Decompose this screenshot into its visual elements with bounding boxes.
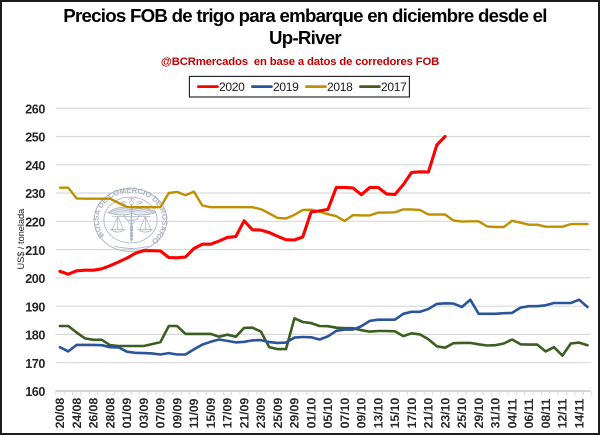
svg-text:05/10: 05/10 [321, 398, 335, 429]
svg-text:17/09: 17/09 [221, 398, 235, 429]
svg-text:250: 250 [25, 131, 45, 145]
svg-text:04/11: 04/11 [505, 398, 519, 428]
svg-text:06/11: 06/11 [522, 398, 536, 428]
svg-text:28/08: 28/08 [103, 398, 117, 429]
svg-text:US$ / tonelada: US$ / tonelada [16, 208, 26, 270]
svg-text:260: 260 [25, 102, 45, 116]
svg-text:240: 240 [25, 159, 45, 173]
svg-text:08/11: 08/11 [539, 398, 553, 428]
svg-text:11/09: 11/09 [187, 398, 201, 428]
svg-text:15/10: 15/10 [388, 398, 402, 429]
svg-text:21/10: 21/10 [422, 398, 436, 429]
svg-text:15/09: 15/09 [204, 398, 218, 429]
svg-text:200: 200 [25, 272, 45, 286]
svg-text:07/09: 07/09 [154, 398, 168, 429]
svg-text:23/10: 23/10 [438, 398, 452, 429]
svg-text:12/11: 12/11 [556, 398, 570, 428]
svg-text:210: 210 [25, 244, 45, 258]
svg-text:01/10: 01/10 [304, 398, 318, 429]
svg-text:26/08: 26/08 [87, 398, 101, 429]
svg-text:24/08: 24/08 [70, 398, 84, 429]
svg-text:170: 170 [25, 357, 45, 371]
svg-text:21/09: 21/09 [237, 398, 251, 429]
svg-text:230: 230 [25, 187, 45, 201]
svg-text:03/09: 03/09 [137, 398, 151, 429]
svg-text:20/08: 20/08 [53, 398, 67, 429]
svg-text:25/10: 25/10 [455, 398, 469, 429]
svg-text:2018: 2018 [327, 80, 353, 94]
svg-text:07/10: 07/10 [338, 398, 352, 429]
svg-text:31/10: 31/10 [489, 398, 503, 429]
svg-text:180: 180 [25, 329, 45, 343]
svg-text:13/10: 13/10 [371, 398, 385, 429]
svg-text:29/09: 29/09 [288, 398, 302, 429]
svg-text:17/10: 17/10 [405, 398, 419, 429]
svg-text:01/09: 01/09 [120, 398, 134, 429]
svg-text:220: 220 [25, 216, 45, 230]
svg-text:29/10: 29/10 [472, 398, 486, 429]
svg-text:09/09: 09/09 [170, 398, 184, 429]
svg-text:25/09: 25/09 [271, 398, 285, 429]
svg-text:2020: 2020 [219, 80, 245, 94]
svg-text:2017: 2017 [381, 80, 407, 94]
svg-text:2019: 2019 [273, 80, 299, 94]
svg-text:190: 190 [25, 300, 45, 314]
svg-text:23/09: 23/09 [254, 398, 268, 429]
svg-text:14/11: 14/11 [572, 398, 586, 428]
svg-text:160: 160 [25, 385, 45, 399]
svg-text:09/10: 09/10 [355, 398, 369, 429]
